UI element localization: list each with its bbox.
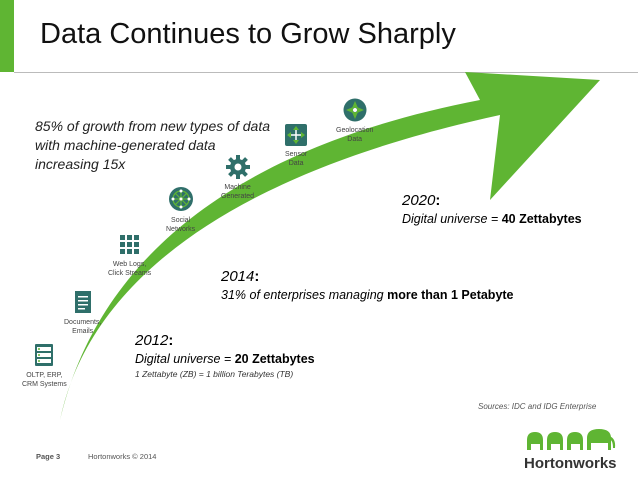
milestone-text: Digital universe =	[135, 352, 235, 366]
sensor-icon	[285, 124, 308, 146]
grid-icon	[119, 235, 139, 254]
milestone-value: 20 Zettabytes	[234, 352, 315, 366]
source-sensor: Sensor Data	[285, 124, 307, 168]
source-label: Social Networks	[166, 217, 196, 233]
sources-citation: Sources: IDC and IDG Enterprise	[478, 402, 597, 411]
milestone-text: 31% of enterprises managing	[221, 288, 388, 302]
source-social: Social Networks	[166, 186, 195, 234]
copyright: Hortonworks © 2014	[88, 452, 157, 461]
source-oltp: OLTP, ERP, CRM Systems	[22, 343, 67, 389]
server-icon	[35, 344, 54, 366]
source-geolocation: Geolocation Data	[336, 98, 373, 144]
milestone-text: Digital universe =	[402, 212, 502, 226]
milestone-value: more than 1 Petabyte	[387, 288, 514, 302]
source-label: Geolocation Data	[336, 127, 374, 143]
source-label: Web Logs, Click Streams	[108, 261, 152, 277]
milestone-2012: 2012: Digital universe = 20 Zettabytes 1…	[135, 332, 315, 379]
source-label: Documents, Emails	[64, 319, 102, 335]
milestone-value: 40 Zettabytes	[501, 212, 582, 226]
milestone-year: 2014	[221, 268, 255, 285]
intro-text: 85% of growth from new types of data wit…	[35, 118, 271, 172]
source-label: Machine Generated	[221, 184, 255, 200]
title-accent-bar	[0, 0, 14, 72]
slide-title: Data Continues to Grow Sharply	[40, 18, 456, 50]
zettabyte-note: 1 Zettabyte (ZB) = 1 billion Terabytes (…	[135, 369, 294, 379]
network-icon	[168, 187, 193, 211]
milestone-2020: 2020: Digital universe = 40 Zettabytes	[402, 192, 582, 226]
source-label: Sensor Data	[285, 151, 308, 167]
brand-name: Hortonworks	[524, 455, 617, 472]
source-label: OLTP, ERP, CRM Systems	[22, 372, 67, 388]
compass-icon	[343, 98, 367, 122]
milestone-year: 2012	[135, 332, 169, 349]
source-weblogs: Web Logs, Click Streams	[108, 234, 151, 278]
page-number: Page 3	[36, 452, 61, 461]
source-documents: Documents, Emails	[64, 290, 101, 336]
gear-icon	[225, 155, 250, 179]
milestone-2014: 2014: 31% of enterprises managing more t…	[221, 268, 514, 302]
document-icon	[74, 291, 91, 313]
title-divider	[14, 72, 638, 73]
elephant-logo-icon	[527, 429, 616, 450]
milestone-year: 2020	[402, 192, 436, 209]
source-machine: Machine Generated	[221, 155, 254, 201]
